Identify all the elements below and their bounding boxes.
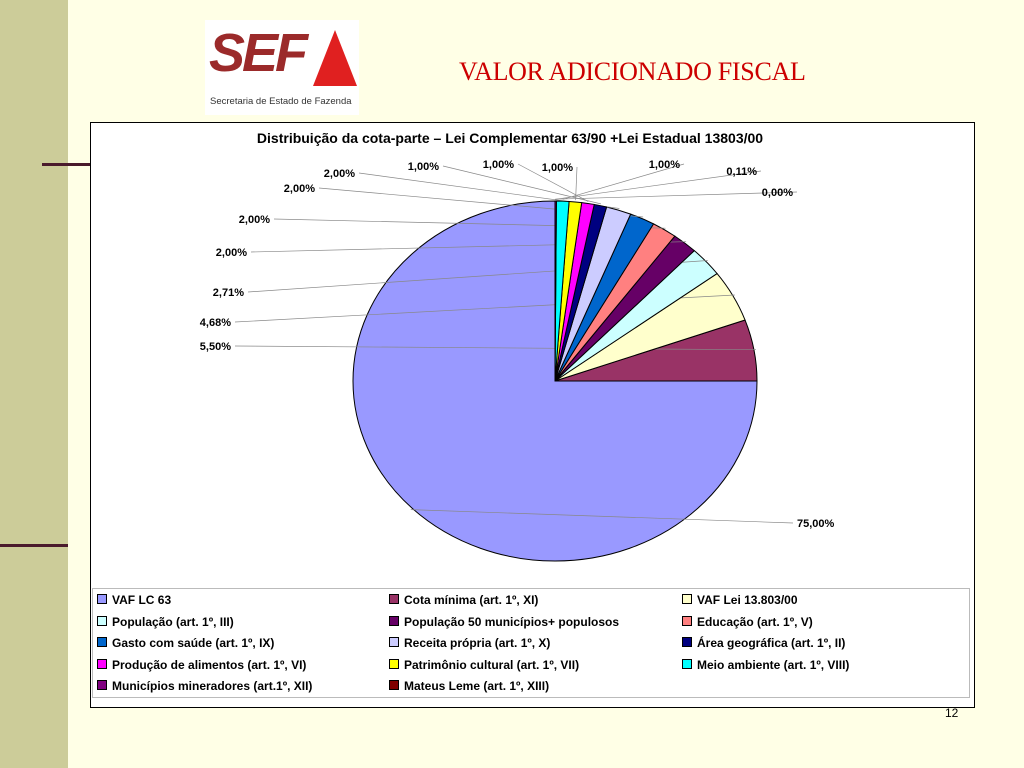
legend-label: VAF Lei 13.803/00	[697, 593, 798, 607]
legend-swatch	[389, 637, 399, 647]
legend-swatch	[682, 615, 692, 626]
data-label: 2,00%	[239, 214, 270, 226]
legend-item: Produção de alimentos (art. 1º, VI)	[97, 658, 306, 672]
legend-item: Patrimônio cultural (art. 1º, VII)	[389, 658, 579, 672]
legend-swatch	[97, 658, 107, 669]
logo-subtitle: Secretaria de Estado de Fazenda	[210, 96, 352, 107]
legend-swatch	[682, 637, 692, 647]
legend-label: VAF LC 63	[112, 593, 172, 607]
legend-item: Municípios mineradores (art.1º, XII)	[97, 679, 312, 693]
data-label: 5,50%	[200, 341, 231, 353]
legend-label: Patrimônio cultural (art. 1º, VII)	[404, 657, 580, 672]
legend-label: Produção de alimentos (art. 1º, VI)	[112, 657, 307, 672]
chart-title: Distribuição da cota-parte – Lei Complem…	[257, 130, 763, 146]
legend-swatch	[97, 680, 107, 690]
legend-item: Educação (art. 1º, V)	[682, 615, 813, 629]
data-label: 4,68%	[200, 317, 231, 329]
logo-triangle-icon	[313, 30, 357, 86]
legend-item: População (art. 1º, III)	[97, 615, 234, 629]
legend-item: População 50 municípios+ populosos	[389, 615, 619, 629]
legend-item: Cota mínima (art. 1º, XI)	[389, 593, 538, 607]
leader-line	[410, 509, 794, 524]
legend-item: Área geográfica (art. 1º, II)	[682, 636, 845, 650]
data-label: 2,00%	[324, 168, 355, 180]
legend-label: Cota mínima (art. 1º, XI)	[404, 593, 539, 607]
leader-line	[562, 163, 685, 200]
leader-line	[234, 345, 757, 351]
data-label: 0,11%	[726, 166, 757, 178]
legend-label: Área geográfica (art. 1º, II)	[697, 636, 846, 650]
legend-swatch	[389, 615, 399, 626]
data-label: 0,00%	[762, 187, 793, 199]
legend-label: População 50 municípios+ populosos	[404, 614, 620, 629]
leader-line	[442, 165, 601, 205]
legend-item: VAF Lei 13.803/00	[682, 593, 798, 607]
legend-swatch	[97, 594, 107, 604]
leader-line	[555, 170, 762, 200]
data-label: 1,00%	[408, 161, 439, 173]
data-label: 2,71%	[213, 287, 244, 299]
data-label: 2,00%	[284, 183, 315, 195]
legend-label: Gasto com saúde (art. 1º, IX)	[112, 636, 275, 650]
legend-swatch	[389, 658, 399, 669]
logo-wordmark: SEF	[209, 23, 308, 83]
data-label: 1,00%	[483, 159, 514, 171]
divider-line	[0, 544, 68, 547]
leader-line	[575, 166, 578, 201]
chart-legend: VAF LC 63 Cota mínima (art. 1º, XI) VAF Le…	[92, 588, 970, 698]
page-number: 12	[945, 706, 959, 720]
legend-item: Meio ambiente (art. 1º, VIII)	[682, 658, 849, 672]
side-panel	[0, 0, 68, 768]
data-label: 75,00%	[797, 518, 835, 530]
sef-logo: SEF Secretaria de Estado de Fazenda	[205, 20, 359, 115]
pie-slice	[554, 200, 557, 382]
slide-title: VALOR ADICIONADO FISCAL	[459, 57, 806, 86]
legend-item: Gasto com saúde (art. 1º, IX)	[97, 636, 274, 650]
legend-label: Receita própria (art. 1º, X)	[404, 636, 551, 650]
legend-swatch	[97, 637, 107, 647]
legend-label: Mateus Leme (art. 1º, XIII)	[404, 679, 550, 693]
legend-swatch	[389, 680, 399, 690]
data-label: 1,00%	[542, 162, 573, 174]
legend-label: Municípios mineradores (art.1º, XII)	[112, 679, 313, 693]
legend-label: Educação (art. 1º, V)	[697, 614, 813, 629]
data-label: 2,00%	[216, 247, 247, 259]
legend-swatch	[682, 658, 692, 669]
legend-swatch	[389, 594, 399, 604]
legend-label: População (art. 1º, III)	[112, 614, 234, 629]
legend-swatch	[97, 615, 107, 626]
legend-item: VAF LC 63	[97, 593, 171, 607]
data-label: 1,00%	[649, 159, 680, 171]
legend-item: Receita própria (art. 1º, X)	[389, 636, 550, 650]
legend-swatch	[682, 594, 692, 604]
legend-item: Mateus Leme (art. 1º, XIII)	[389, 679, 549, 693]
leader-line	[554, 191, 798, 200]
pie-chart: Distribuição da cota-parte – Lei Complem…	[200, 130, 835, 562]
legend-label: Meio ambiente (art. 1º, VIII)	[697, 657, 850, 672]
divider-line	[42, 163, 96, 166]
